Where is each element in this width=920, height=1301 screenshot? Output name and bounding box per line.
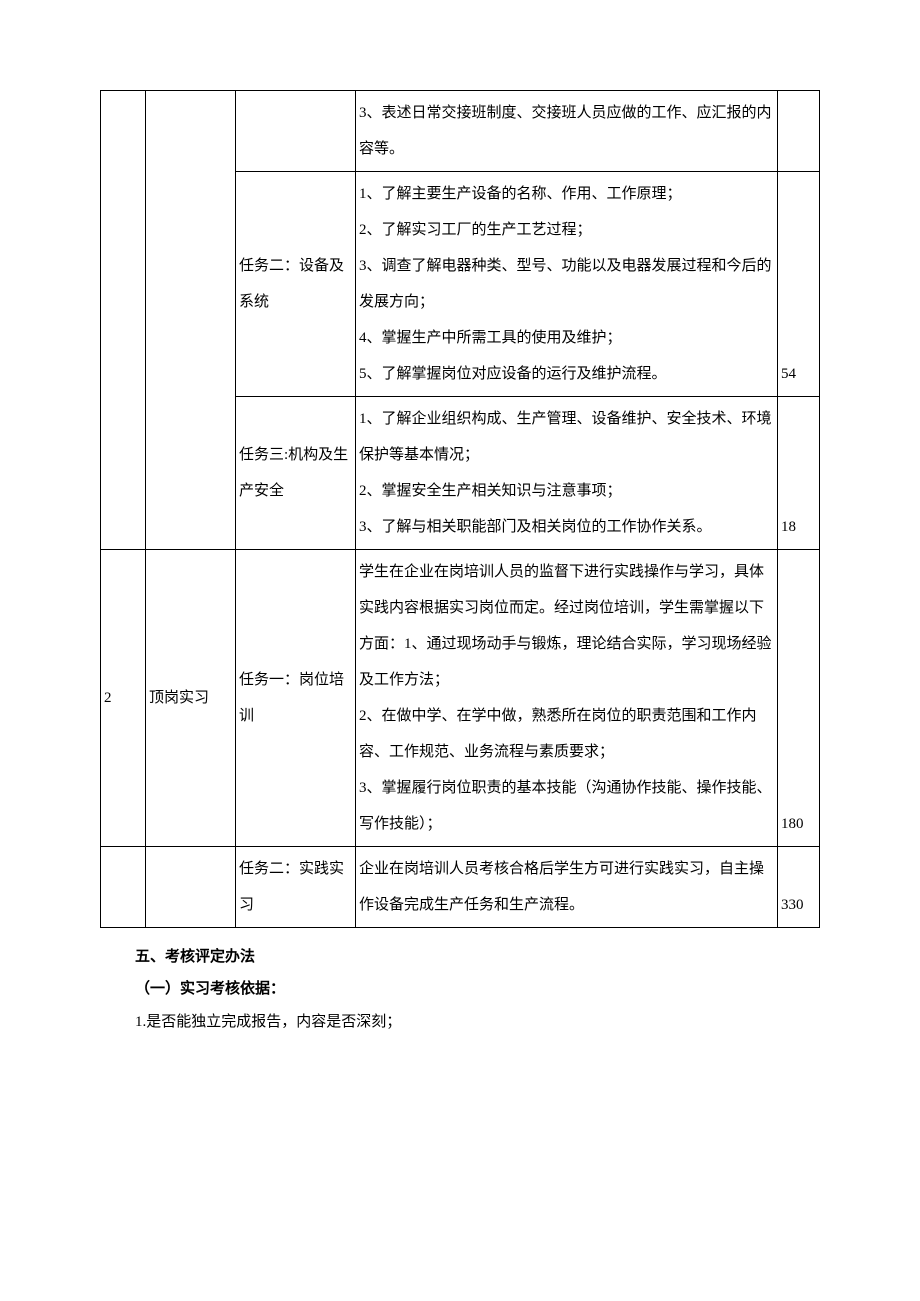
text-section: 五、考核评定办法 （一）实习考核依据： 1.是否能独立完成报告，内容是否深刻； [100,940,820,1039]
cell-hours: 180 [778,550,820,847]
subsection-heading: （一）实习考核依据： [135,973,820,1006]
cell-desc: 3、表述日常交接班制度、交接班人员应做的工作、应汇报的内容等。 [356,91,778,172]
cell-task [236,91,356,172]
cell-task: 任务三:机构及生产安全 [236,397,356,550]
section-heading: 五、考核评定办法 [135,940,820,973]
cell-num: 2 [101,550,146,847]
table-row: 3、表述日常交接班制度、交接班人员应做的工作、应汇报的内容等。 [101,91,820,172]
cell-num [101,847,146,928]
table-row: 2 顶岗实习 任务一：岗位培训 学生在企业在岗培训人员的监督下进行实践操作与学习… [101,550,820,847]
cell-task: 任务一：岗位培训 [236,550,356,847]
curriculum-table: 3、表述日常交接班制度、交接班人员应做的工作、应汇报的内容等。 任务二：设备及系… [100,90,820,928]
cell-category: 顶岗实习 [146,550,236,847]
cell-hours [778,91,820,172]
cell-desc: 1、了解主要生产设备的名称、作用、工作原理； 2、了解实习工厂的生产工艺过程； … [356,172,778,397]
cell-hours: 54 [778,172,820,397]
cell-num [101,91,146,550]
cell-desc: 企业在岗培训人员考核合格后学生方可进行实践实习，自主操作设备完成生产任务和生产流… [356,847,778,928]
cell-desc: 学生在企业在岗培训人员的监督下进行实践操作与学习，具体实践内容根据实习岗位而定。… [356,550,778,847]
cell-hours: 18 [778,397,820,550]
cell-hours: 330 [778,847,820,928]
table-row: 任务二：实践实习 企业在岗培训人员考核合格后学生方可进行实践实习，自主操作设备完… [101,847,820,928]
cell-category [146,91,236,550]
cell-category [146,847,236,928]
cell-task: 任务二：实践实习 [236,847,356,928]
list-item: 1.是否能独立完成报告，内容是否深刻； [135,1006,820,1039]
cell-task: 任务二：设备及系统 [236,172,356,397]
cell-desc: 1、了解企业组织构成、生产管理、设备维护、安全技术、环境保护等基本情况； 2、掌… [356,397,778,550]
